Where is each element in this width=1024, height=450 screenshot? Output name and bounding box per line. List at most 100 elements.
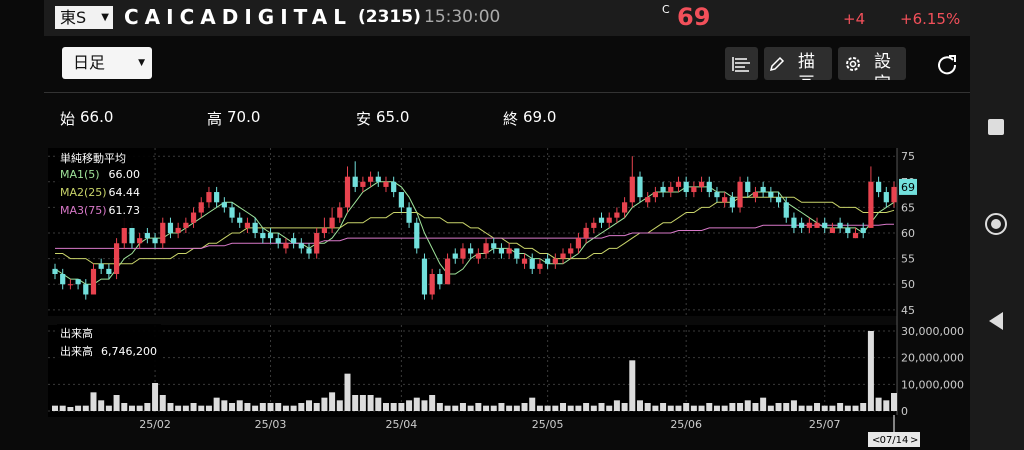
ohlc-value: 69.0 — [523, 108, 557, 126]
candle-body — [183, 222, 189, 228]
volume-bar — [221, 400, 228, 411]
reload-button[interactable] — [935, 52, 959, 76]
volume-bar — [444, 405, 451, 411]
price-prefix: C — [662, 3, 670, 16]
candle-body — [475, 253, 481, 259]
x-tick-label: 25/03 — [255, 418, 287, 431]
volume-bar — [475, 403, 482, 411]
candle-body — [745, 181, 751, 193]
volume-bar — [290, 405, 297, 411]
change-percent: +6.15% — [900, 10, 961, 28]
volume-bar — [636, 400, 643, 411]
candle-body — [491, 243, 497, 249]
candle-body — [645, 197, 651, 203]
volume-bar — [713, 405, 720, 411]
volume-bar — [590, 405, 597, 411]
candle-body — [129, 227, 135, 244]
candle-body — [275, 238, 281, 244]
legend-box — [57, 324, 161, 370]
candle-body — [845, 227, 851, 234]
candle-body — [291, 238, 297, 244]
candle-body — [52, 268, 58, 274]
ohlc-label: 高 — [207, 110, 223, 128]
volume-bar — [459, 403, 466, 411]
candle-body — [598, 217, 605, 223]
legend-value: 64.44 — [109, 186, 141, 199]
price: 69 — [677, 3, 711, 31]
candle-body — [722, 197, 728, 203]
volume-bar — [690, 405, 697, 411]
divider — [44, 92, 970, 93]
x-tick-label: 25/07 — [809, 418, 841, 431]
navigation-bar — [970, 0, 1024, 450]
period-dropdown[interactable]: 日足 ▼ — [62, 47, 152, 79]
candle-body — [283, 243, 289, 249]
volume-bar — [867, 331, 874, 411]
legend-value: 66.00 — [109, 168, 141, 181]
volume-bar — [128, 405, 135, 411]
volume-bar — [190, 403, 197, 411]
x-tick-label: 25/04 — [386, 418, 418, 431]
candle-body — [698, 181, 705, 187]
candle-body — [860, 227, 866, 234]
volume-bar — [144, 403, 151, 411]
y-tick-label: 10,000,000 — [901, 378, 964, 391]
volume-bar — [67, 407, 74, 411]
volume-bar — [629, 360, 636, 411]
ohlc-label: 安 — [356, 110, 372, 128]
volume-bar — [182, 405, 189, 411]
volume-bar — [244, 403, 251, 411]
exchange-dropdown[interactable]: 東S ▼ — [55, 6, 113, 29]
settings-button[interactable]: 設定 — [838, 47, 906, 80]
price-panel — [48, 148, 897, 316]
volume-bar — [98, 400, 105, 411]
volume-bar — [382, 403, 389, 411]
volume-bar — [891, 393, 897, 411]
volume-bar — [105, 405, 112, 411]
candle-body — [352, 176, 358, 187]
selected-date: 07/14 — [880, 435, 909, 446]
legend-title: 出来高 — [60, 326, 93, 340]
list-button[interactable] — [725, 47, 758, 80]
candle-body — [837, 222, 843, 228]
back-button[interactable] — [987, 311, 1005, 331]
recent-apps-button[interactable] — [988, 119, 1004, 135]
dropdown-arrow: ▼ — [101, 12, 109, 23]
volume-bar — [852, 405, 859, 411]
volume-bar — [606, 405, 613, 411]
candle-body — [868, 181, 874, 228]
candle-body — [876, 181, 882, 193]
volume-bar — [613, 400, 620, 411]
candle-body — [198, 202, 204, 213]
y-tick-label: 60 — [901, 227, 915, 240]
volume-bar — [282, 405, 289, 411]
candle-body — [575, 238, 582, 249]
draw-button[interactable]: 描画 — [764, 47, 832, 80]
ohlc-value: 70.0 — [227, 108, 261, 126]
candle-body — [691, 186, 697, 193]
legend-box — [57, 150, 150, 228]
candle-body — [775, 197, 782, 203]
volume-bar — [421, 400, 428, 411]
volume-bar — [90, 392, 97, 411]
volume-bar — [567, 405, 574, 411]
exchange: 東S — [60, 8, 87, 27]
ohlc-value: 65.0 — [376, 108, 410, 126]
x-tick-label: 25/02 — [139, 418, 171, 431]
candle-body — [206, 192, 212, 203]
volume-bar — [429, 395, 436, 411]
volume-bar — [737, 403, 744, 411]
volume-bar — [783, 403, 790, 411]
candle-body — [398, 192, 404, 208]
home-button[interactable] — [985, 213, 1007, 235]
list-icon — [732, 57, 750, 72]
candle-body — [891, 186, 897, 203]
candle-body — [360, 181, 366, 187]
candle-body — [421, 258, 428, 295]
volume-bar — [467, 405, 474, 411]
candle-body — [668, 186, 674, 193]
candle-body — [606, 217, 612, 223]
y-tick-label: 20,000,000 — [901, 352, 964, 365]
volume-bar — [837, 403, 844, 411]
volume-bar — [344, 373, 351, 411]
